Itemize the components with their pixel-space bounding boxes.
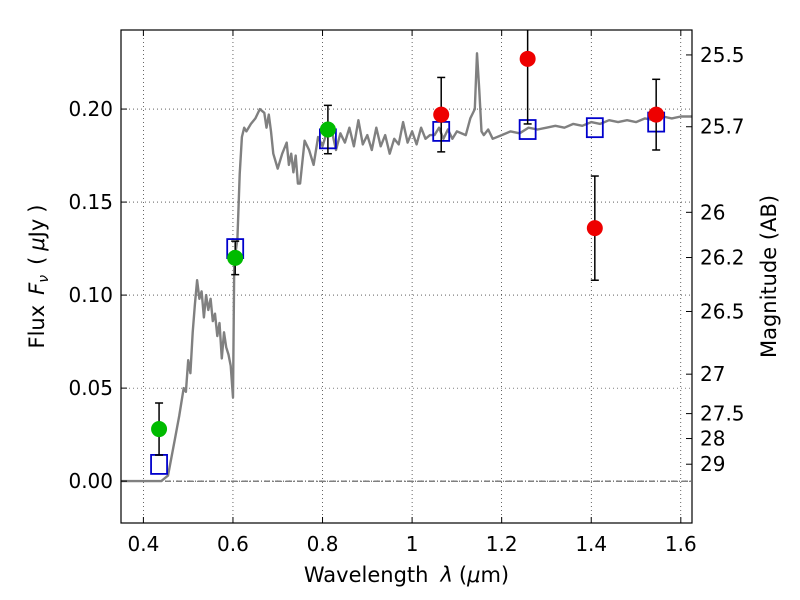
plot-area xyxy=(121,30,692,483)
photometry-point xyxy=(319,121,336,138)
x-tick-label: 0.4 xyxy=(127,532,159,556)
photometry-point xyxy=(433,106,450,123)
y-axis-label: FluxFν(μJy) xyxy=(25,205,52,349)
y2-tick-label: 27.5 xyxy=(700,402,745,426)
x-tick-label: 0.6 xyxy=(217,532,249,556)
y-tick-label: 0.00 xyxy=(68,469,113,493)
right-axis-label: Magnitude (AB) xyxy=(757,195,781,358)
photometry-point xyxy=(648,106,665,123)
y2-tick-label: 26.2 xyxy=(700,246,745,270)
plot-frame xyxy=(120,29,693,524)
photometry-point xyxy=(519,50,536,67)
photometry-point xyxy=(586,220,603,237)
y2-tick-label: 29 xyxy=(700,452,725,476)
photometry-point xyxy=(151,421,168,438)
model-flux-marker xyxy=(150,453,168,475)
spectrum-line xyxy=(121,52,692,483)
x-tick-label: 1.6 xyxy=(665,532,697,556)
y2-tick-label: 26.5 xyxy=(700,299,745,323)
x-tick-label: 1.2 xyxy=(486,532,518,556)
y-tick-label: 0.20 xyxy=(68,97,113,121)
x-tick-label: 1.4 xyxy=(575,532,607,556)
y-tick-label: 0.15 xyxy=(68,190,113,214)
y-tick-label: 0.10 xyxy=(68,283,113,307)
y2-tick-label: 26 xyxy=(700,200,725,224)
y2-tick-label: 27 xyxy=(700,362,725,386)
y2-tick-label: 25.7 xyxy=(700,115,745,139)
grid xyxy=(121,30,692,523)
x-tick-label: 0.8 xyxy=(307,532,339,556)
y-tick-label: 0.05 xyxy=(68,376,113,400)
y2-tick-label: 25.5 xyxy=(700,43,745,67)
y2-tick-label: 28 xyxy=(700,427,725,451)
photometry-point xyxy=(227,249,244,266)
ticks: 0.4 0.6 0.8 1 1.2 1.4 1.6 0.00 0.05 0.10 0.15 0.20 2… xyxy=(68,30,745,556)
model-flux-marker xyxy=(585,117,604,139)
plot-content xyxy=(121,30,692,483)
x-tick-label: 1 xyxy=(406,532,419,556)
x-axis-label: Wavelength λ (μm) xyxy=(304,563,509,587)
